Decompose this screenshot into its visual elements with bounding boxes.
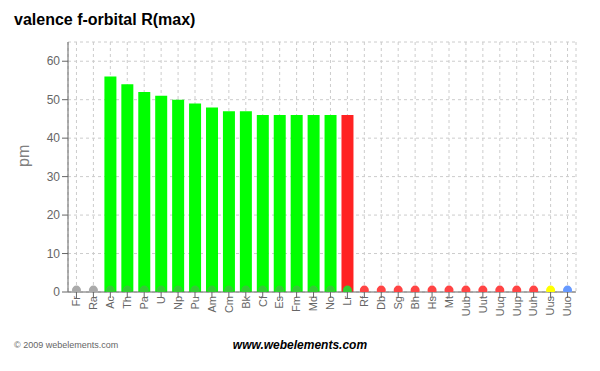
svg-text:Es: Es	[273, 296, 285, 309]
svg-text:Bk: Bk	[240, 296, 252, 309]
svg-text:U: U	[155, 296, 167, 304]
svg-text:Rf: Rf	[358, 295, 370, 307]
html-text:www.webelements.com: www.webelements.com	[232, 338, 368, 352]
svg-text:Cm: Cm	[223, 296, 235, 313]
svg-text:Mt: Mt	[443, 296, 455, 308]
svg-text:Hs: Hs	[426, 296, 438, 310]
svg-text:Bh: Bh	[409, 296, 421, 309]
html-text:valence f-orbital R(max): valence f-orbital R(max)	[14, 11, 196, 28]
svg-text:Am: Am	[206, 296, 218, 313]
svg-text:Np: Np	[172, 296, 184, 310]
svg-text:Uuq: Uuq	[494, 296, 506, 316]
svg-text:Db: Db	[375, 296, 387, 310]
svg-text:Lr: Lr	[341, 296, 353, 306]
svg-text:30: 30	[47, 170, 61, 184]
svg-text:Pa: Pa	[138, 295, 150, 309]
svg-text:Ac: Ac	[104, 296, 116, 309]
svg-text:Cf: Cf	[257, 295, 269, 307]
svg-text:0: 0	[53, 285, 60, 299]
svg-text:60: 60	[47, 54, 61, 68]
svg-text:Md: Md	[307, 296, 319, 311]
svg-text:10: 10	[47, 247, 61, 261]
svg-text:Ra: Ra	[87, 295, 99, 310]
svg-text:Uup: Uup	[511, 296, 523, 316]
svg-text:Sg: Sg	[392, 296, 404, 309]
svg-text:Uuo: Uuo	[561, 296, 573, 316]
svg-text:No: No	[324, 296, 336, 310]
svg-text:Uut: Uut	[477, 296, 489, 313]
svg-text:20: 20	[47, 208, 61, 222]
svg-text:Pu: Pu	[189, 296, 201, 309]
html-text:© 2009 webelements.com: © 2009 webelements.com	[14, 340, 119, 350]
svg-text:40: 40	[47, 131, 61, 145]
svg-text:Uub: Uub	[460, 296, 472, 316]
svg-text:50: 50	[47, 93, 61, 107]
svg-text:pm: pm	[15, 145, 32, 167]
svg-text:Th: Th	[121, 296, 133, 309]
svg-text:Uuh: Uuh	[527, 296, 539, 316]
svg-text:Uus: Uus	[544, 296, 556, 316]
svg-text:Fr: Fr	[70, 296, 82, 307]
svg-text:Fm: Fm	[290, 296, 302, 312]
